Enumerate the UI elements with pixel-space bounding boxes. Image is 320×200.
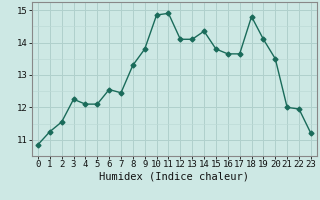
X-axis label: Humidex (Indice chaleur): Humidex (Indice chaleur): [100, 172, 249, 182]
